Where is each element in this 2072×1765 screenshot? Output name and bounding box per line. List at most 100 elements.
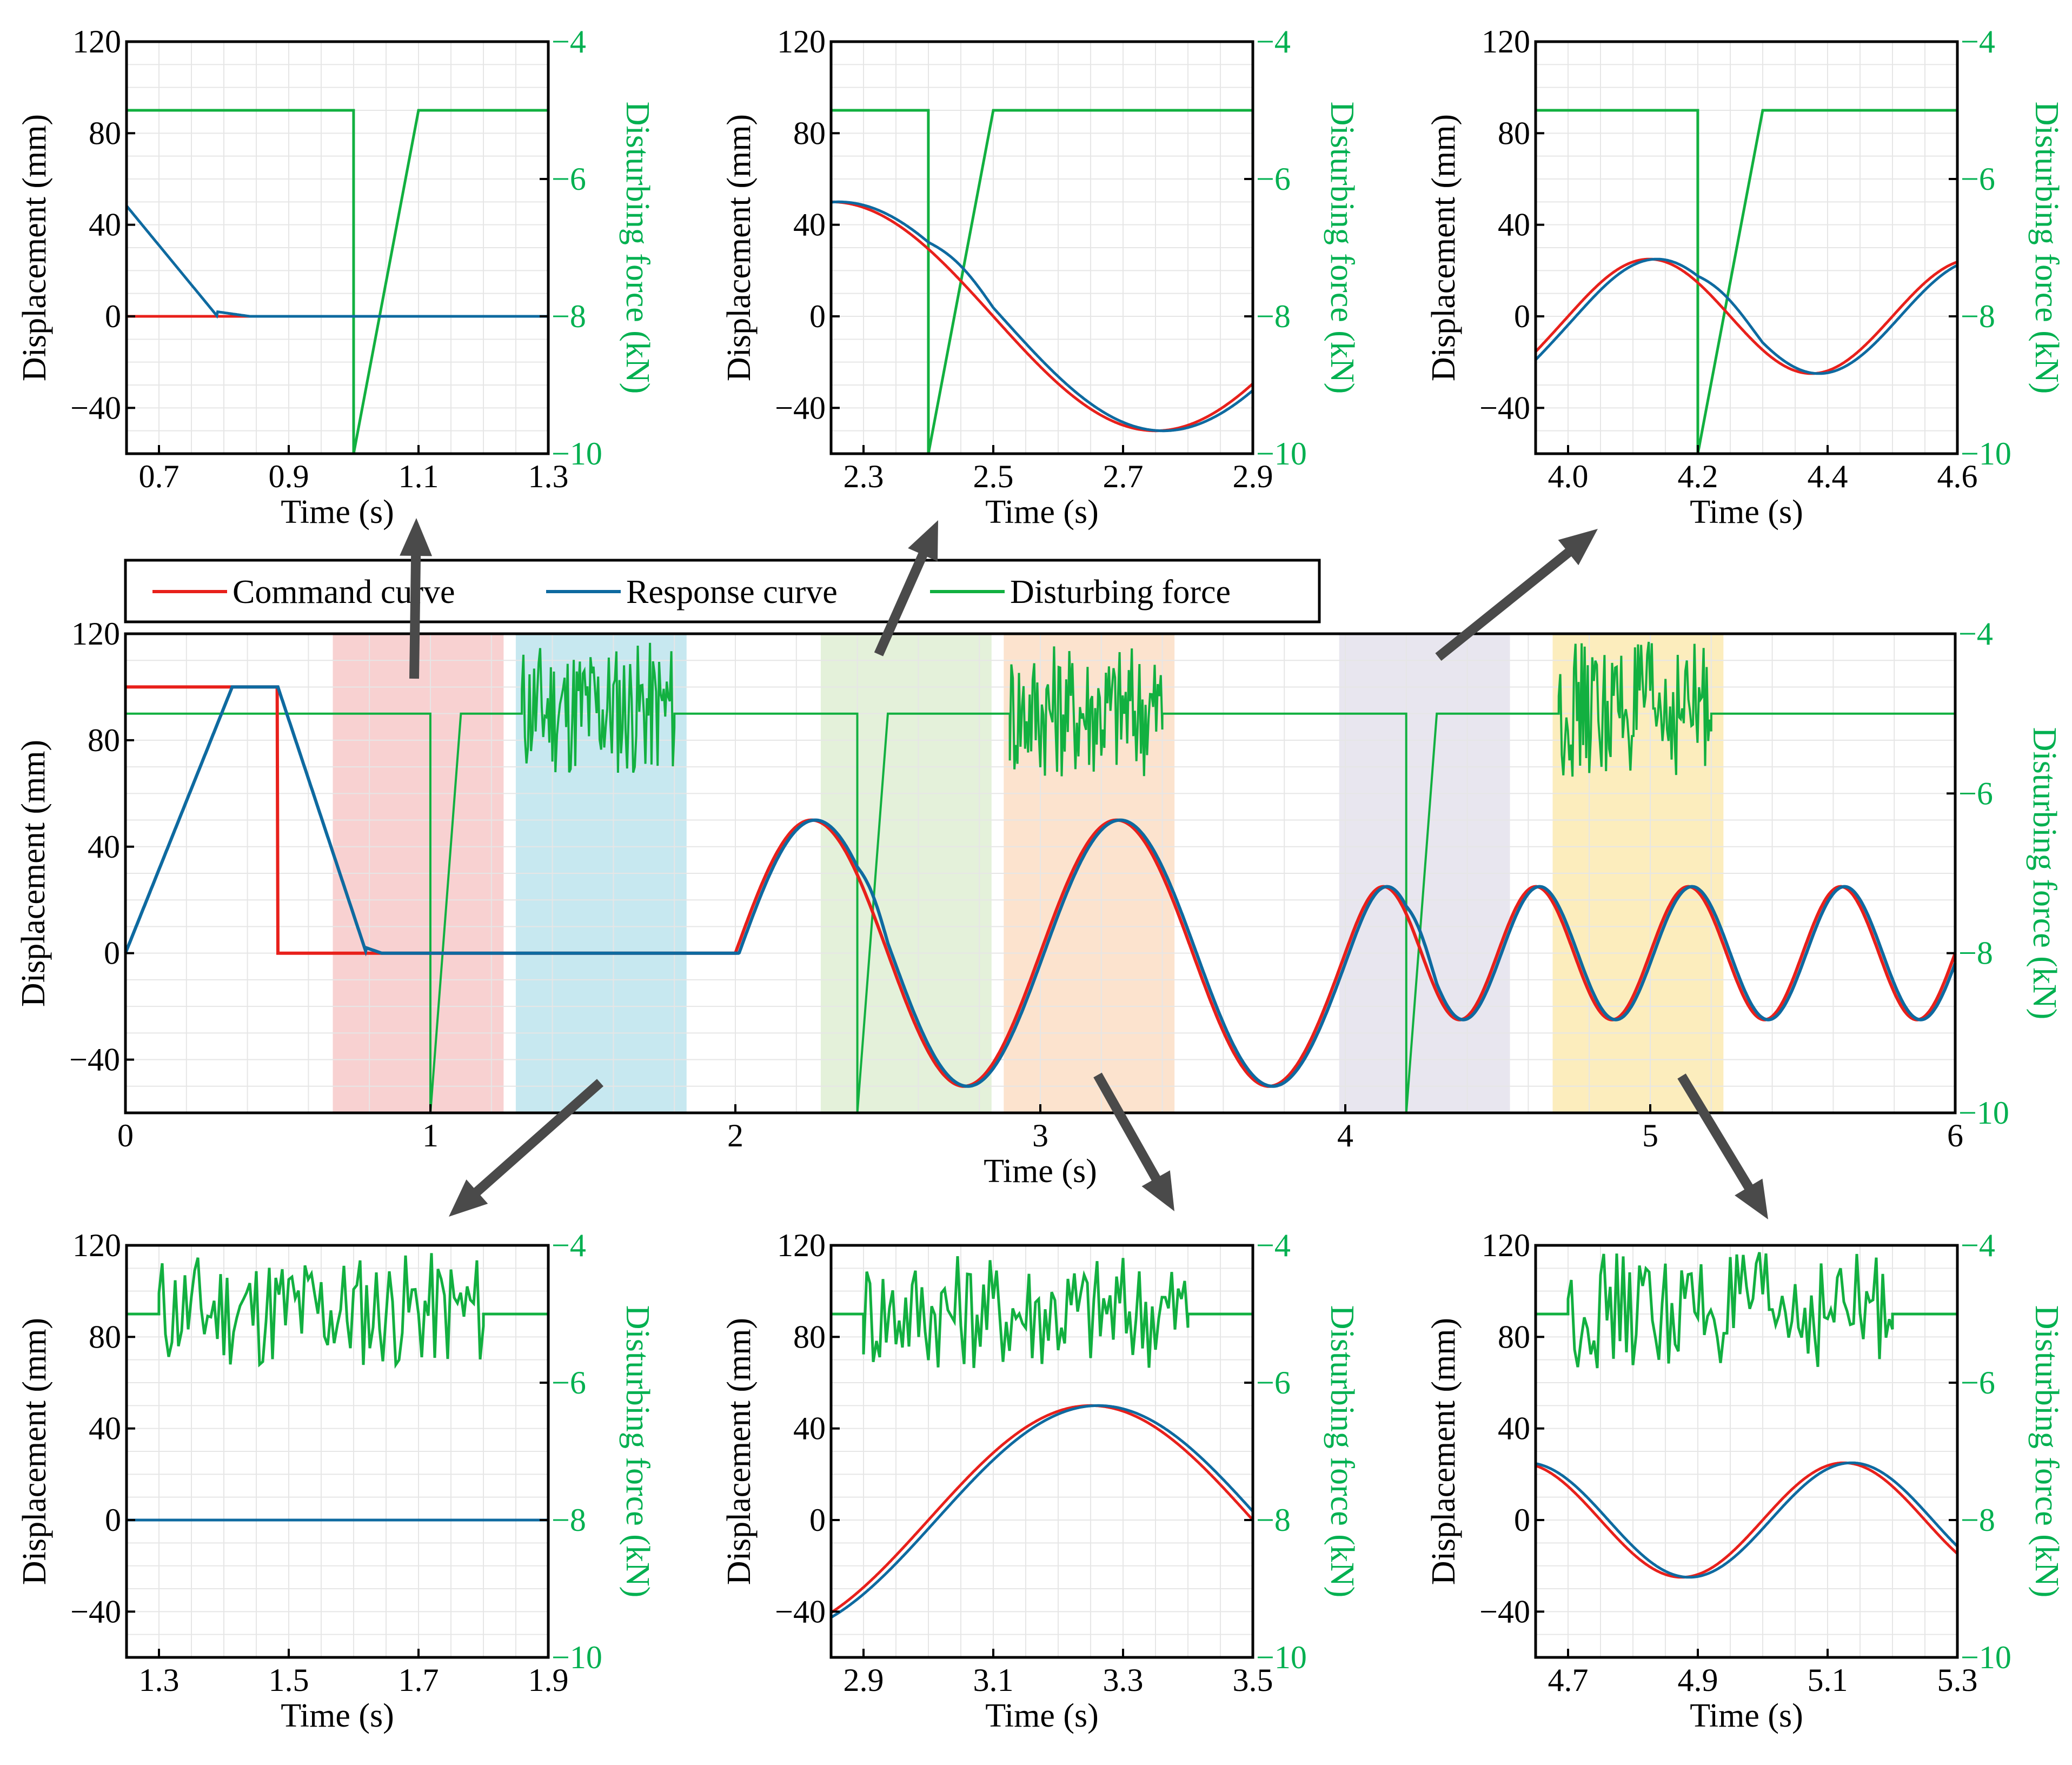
- x-tick-label: 2.3: [844, 459, 884, 494]
- y-tick-label: 0: [809, 1502, 826, 1538]
- series-disturbing-force: [831, 1256, 1253, 1368]
- y-tick-label: −40: [1479, 390, 1530, 426]
- x-tick-label: 2.9: [844, 1662, 884, 1698]
- series-command-curve: [830, 1404, 1254, 1614]
- y-tick-label: 80: [793, 1319, 826, 1355]
- zoom-arrow: [1093, 1072, 1174, 1211]
- legend-frame: [124, 559, 1321, 623]
- y2-tick-label: −6: [1256, 161, 1291, 197]
- y2-tick-label: −8: [1961, 298, 1995, 334]
- y2-tick-label: −10: [1958, 1095, 2009, 1131]
- y-tick-label: −40: [69, 1042, 120, 1078]
- y2-tick-label: −8: [1958, 935, 1993, 971]
- y2-tick-label: −4: [1256, 1227, 1291, 1263]
- zoom-arrow: [400, 518, 433, 679]
- chart-zoom-bot-2: 2.9 3.1 3.3 3.5 −40 0 40 80 120 −10 −8 −6 −4 Time (s)…: [721, 1227, 1360, 1734]
- series-disturbing-force: [127, 1253, 548, 1369]
- series-disturbing-force: [125, 641, 1955, 1113]
- y-tick-label: 0: [809, 298, 826, 334]
- x-axis-label: Time (s): [1690, 494, 1803, 530]
- y-tick-label: −40: [775, 1594, 826, 1629]
- y-tick-label: 80: [1498, 115, 1530, 151]
- series-response-curve: [1535, 257, 1958, 375]
- series-command-curve: [1535, 257, 1958, 375]
- chart-zoom-top-2: 2.3 2.5 2.7 2.9 −40 0 40 80 120 −10 −8 −6 −4 Time (s)…: [721, 24, 1360, 530]
- x-tick-label: 2.5: [973, 459, 1014, 494]
- y-axis-label: Displacement (mm): [721, 114, 758, 381]
- x-axis-label: Time (s): [985, 1697, 1099, 1734]
- x-tick-label: 4.0: [1548, 459, 1589, 494]
- y-tick-label: 120: [777, 24, 826, 59]
- y-tick-label: 0: [105, 298, 121, 334]
- y-tick-label: 40: [793, 1411, 826, 1446]
- y2-axis-label: Disturbing force (kN): [2026, 727, 2063, 1020]
- plot-frame: [1534, 40, 1959, 455]
- y2-tick-label: −10: [1961, 1640, 2011, 1675]
- y-axis-label: Displacement (mm): [1425, 1318, 1462, 1585]
- x-tick-label: 1.9: [528, 1662, 569, 1698]
- x-tick-label: 3.1: [973, 1662, 1014, 1698]
- series-response-curve: [831, 200, 1254, 433]
- x-tick-label: 4.4: [1808, 459, 1848, 494]
- series-command-curve: [831, 200, 1254, 433]
- y2-tick-label: −10: [1256, 436, 1307, 472]
- legend: Command curve Response curve Disturbing …: [124, 559, 1321, 623]
- chart-zoom-bot-1: 1.3 1.5 1.7 1.9 −40 0 40 80 120 −10 −8 −6 −4 Time (s)…: [16, 1227, 656, 1734]
- y2-tick-label: −10: [1256, 1640, 1307, 1675]
- y2-axis-label: Disturbing force (kN): [2028, 1305, 2065, 1598]
- y-tick-label: 80: [1498, 1319, 1530, 1355]
- series-disturbing-force: [1536, 109, 1957, 454]
- y-tick-label: 40: [88, 829, 120, 865]
- zoom-arrow: [1435, 529, 1598, 661]
- chart-zoom-top-1: 0.7 0.9 1.1 1.3 −40 0 40 80 120 −10 −8 −6 −4 Time (s)…: [16, 24, 656, 530]
- x-tick-label: 0.7: [139, 459, 180, 494]
- y-tick-label: 80: [89, 115, 121, 151]
- x-tick-label: 0.9: [269, 459, 309, 494]
- y-tick-label: 80: [89, 1319, 121, 1355]
- y2-tick-label: −6: [552, 1365, 586, 1401]
- x-axis-label: Time (s): [1690, 1697, 1803, 1734]
- y2-tick-label: −4: [1961, 1227, 1995, 1263]
- series-response-curve: [124, 685, 1957, 1088]
- x-tick-label: 2: [727, 1118, 743, 1153]
- zoom-arrow: [874, 520, 938, 656]
- plot-frame: [1534, 1244, 1959, 1659]
- x-tick-label: 3.5: [1233, 1662, 1273, 1698]
- y2-tick-label: −4: [1958, 616, 1993, 652]
- y2-tick-label: −4: [1256, 24, 1291, 59]
- y-tick-label: 80: [793, 115, 826, 151]
- y-tick-label: 40: [89, 1411, 121, 1446]
- y2-tick-label: −4: [1961, 24, 1995, 59]
- plot-frame: [829, 40, 1254, 455]
- x-tick-label: 5.3: [1937, 1662, 1978, 1698]
- y-tick-label: 120: [1482, 1227, 1530, 1263]
- series-response-curve: [830, 1404, 1254, 1619]
- y-tick-label: −40: [775, 390, 826, 426]
- x-tick-label: 6: [1947, 1118, 1963, 1153]
- y-tick-label: 0: [1514, 1502, 1530, 1538]
- y2-tick-label: −6: [552, 161, 586, 197]
- y-axis-label: Displacement (mm): [721, 1318, 758, 1585]
- y2-axis-label: Disturbing force (kN): [1324, 1305, 1360, 1598]
- y-tick-label: 40: [1498, 207, 1530, 243]
- y-tick-label: 0: [104, 935, 120, 971]
- x-tick-label: 1.5: [269, 1662, 309, 1698]
- x-tick-label: 5.1: [1808, 1662, 1848, 1698]
- y-tick-label: 120: [71, 616, 120, 652]
- x-tick-label: 4.6: [1937, 459, 1978, 494]
- series-disturbing-force: [127, 89, 550, 454]
- y-tick-label: 0: [1514, 298, 1530, 334]
- x-tick-label: 1.3: [139, 1662, 180, 1698]
- series-disturbing-force: [1536, 1252, 1957, 1369]
- x-axis-label: Time (s): [281, 1697, 394, 1734]
- x-tick-label: 2.9: [1233, 459, 1273, 494]
- legend-command-label: Command curve: [233, 574, 455, 611]
- y2-tick-label: −6: [1961, 1365, 1995, 1401]
- x-tick-label: 2.7: [1103, 459, 1144, 494]
- series-response-curve: [1535, 1461, 1958, 1579]
- y-tick-label: 120: [777, 1227, 826, 1263]
- x-tick-label: 5: [1642, 1118, 1658, 1153]
- zoom-arrow: [449, 1079, 603, 1217]
